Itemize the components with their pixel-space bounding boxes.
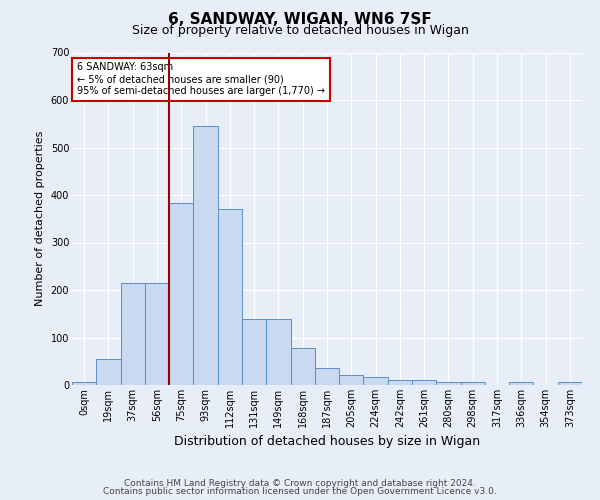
Bar (339, 374, 364, 385)
Bar (218, 209, 242, 385)
Bar (242, 318, 266, 385)
Y-axis label: Number of detached properties: Number of detached properties (35, 131, 45, 306)
Text: Contains HM Land Registry data © Crown copyright and database right 2024.: Contains HM Land Registry data © Crown c… (124, 478, 476, 488)
Bar (193, 126, 218, 385)
Text: 6, SANDWAY, WIGAN, WN6 7SF: 6, SANDWAY, WIGAN, WN6 7SF (168, 12, 432, 28)
Bar (436, 382, 461, 385)
Bar (169, 203, 193, 385)
Text: Size of property relative to detached houses in Wigan: Size of property relative to detached ho… (131, 24, 469, 37)
Bar (558, 382, 582, 385)
Bar (388, 380, 412, 385)
Bar (364, 377, 388, 385)
Bar (461, 382, 485, 385)
Bar (121, 283, 145, 385)
Bar (96, 359, 121, 385)
Bar (72, 382, 96, 385)
Text: 6 SANDWAY: 63sqm
← 5% of detached houses are smaller (90)
95% of semi-detached h: 6 SANDWAY: 63sqm ← 5% of detached houses… (77, 62, 325, 96)
Text: Contains public sector information licensed under the Open Government Licence v3: Contains public sector information licen… (103, 487, 497, 496)
Bar (266, 318, 290, 385)
Bar (315, 368, 339, 385)
Bar (509, 382, 533, 385)
Bar (145, 283, 169, 385)
Bar (290, 348, 315, 385)
X-axis label: Distribution of detached houses by size in Wigan: Distribution of detached houses by size … (174, 436, 480, 448)
Bar (412, 380, 436, 385)
